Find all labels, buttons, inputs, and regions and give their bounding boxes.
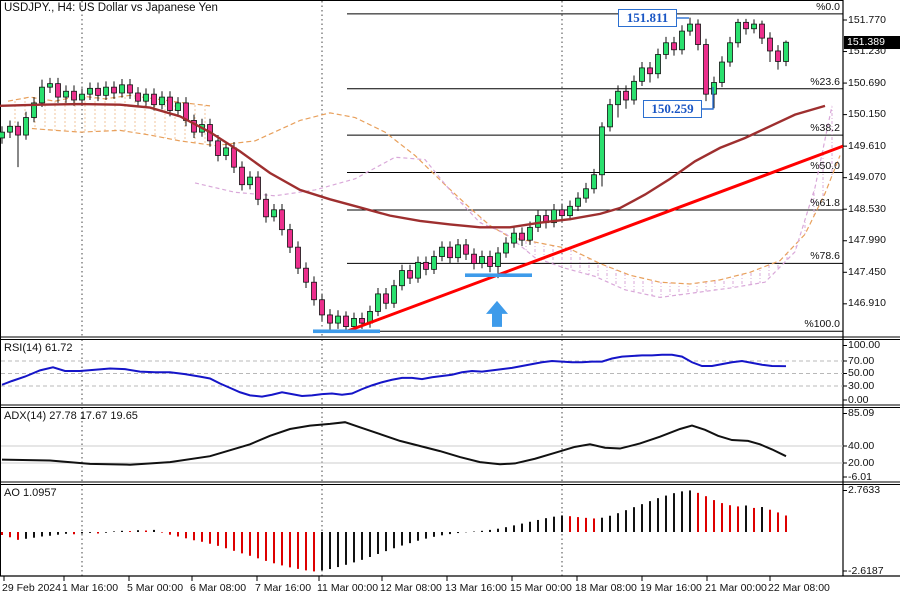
- moving-average-line: [0, 102, 826, 229]
- adx-scale-label: 40.00: [848, 439, 875, 452]
- rsi-scale-label: 0.00: [848, 393, 869, 406]
- chart-title: USDJPY., H4: US Dollar vs Japanese Yen: [4, 2, 218, 14]
- adx-scale-label: -6.01: [848, 470, 872, 483]
- grid-lines: [81, 1, 563, 576]
- price-axis-label: 147.450: [848, 265, 886, 278]
- ao-indicator-label: AO 1.0957: [4, 487, 57, 499]
- fib-level-label: %100.0: [804, 318, 840, 331]
- price-axis-label: 151.770: [848, 13, 886, 26]
- rsi-scale-label: 70.00: [848, 354, 875, 367]
- fibonacci-retracement[interactable]: [347, 13, 843, 332]
- adx-indicator-label: ADX(14) 27.78 17.67 19.65: [4, 410, 138, 422]
- ichimoku-cloud: [7, 94, 841, 299]
- fib-level-label: %23.6: [810, 75, 840, 88]
- rsi-indicator-label: RSI(14) 61.72: [4, 342, 73, 354]
- time-axis-label: 5 Mar 00:00: [127, 582, 184, 594]
- time-axis-label: 13 Mar 16:00: [445, 582, 507, 594]
- fib-level-label: %50.0: [810, 159, 840, 172]
- fib-level-label: %38.2: [810, 122, 840, 135]
- price-axis-label: 147.990: [848, 234, 886, 247]
- time-axis-label: 22 Mar 08:00: [768, 582, 830, 594]
- time-axis-label: 15 Mar 00:00: [510, 582, 572, 594]
- ao-scale-label: -2.6187: [848, 564, 884, 577]
- rsi-scale-label: 30.00: [848, 379, 875, 392]
- ao-scale-label: 2.7633: [848, 484, 881, 496]
- time-axis-label: 19 Mar 16:00: [640, 582, 702, 594]
- ao-histogram: [1, 490, 787, 572]
- current-price-tag: 151.389: [844, 36, 900, 49]
- price-axis-label: 150.150: [848, 108, 886, 121]
- fib-level-label: %78.6: [810, 250, 840, 263]
- price-axis-label: 150.690: [848, 76, 886, 89]
- time-axis-label: 6 Mar 08:00: [190, 582, 247, 594]
- low-price-callout[interactable]: 150.259: [643, 100, 702, 118]
- axis-ticks: [3, 19, 847, 581]
- rsi-scale-label: 50.00: [848, 367, 875, 379]
- time-axis-label: 7 Mar 16:00: [255, 582, 312, 594]
- price-axis-label: 151.230: [848, 45, 886, 58]
- trendline[interactable]: [346, 144, 844, 333]
- price-axis-label: 149.070: [848, 171, 886, 184]
- high-price-callout[interactable]: 151.811: [618, 9, 677, 27]
- adx-line: [1, 421, 787, 466]
- support-annotations[interactable]: [313, 17, 714, 334]
- price-axis-label: 148.530: [848, 202, 886, 215]
- time-axis-label: 11 Mar 00:00: [317, 582, 379, 594]
- adx-scale-label: 85.09: [848, 407, 875, 419]
- adx-scale-label: 20.00: [848, 456, 875, 469]
- price-axis-label: 146.910: [848, 297, 886, 310]
- rsi-line: [1, 353, 787, 398]
- fib-level-label: %0.0: [816, 0, 840, 13]
- fib-level-label: %61.8: [810, 197, 840, 210]
- price-axis-label: 149.610: [848, 139, 886, 152]
- time-axis-label: 18 Mar 08:00: [575, 582, 637, 594]
- time-axis-label: 29 Feb 2024: [2, 582, 61, 594]
- time-axis-label: 1 Mar 16:00: [62, 582, 119, 594]
- panel-borders: [0, 0, 900, 577]
- rsi-scale-label: 100.00: [848, 339, 881, 351]
- time-axis-label: 21 Mar 00:00: [705, 582, 767, 594]
- time-axis-label: 12 Mar 08:00: [380, 582, 442, 594]
